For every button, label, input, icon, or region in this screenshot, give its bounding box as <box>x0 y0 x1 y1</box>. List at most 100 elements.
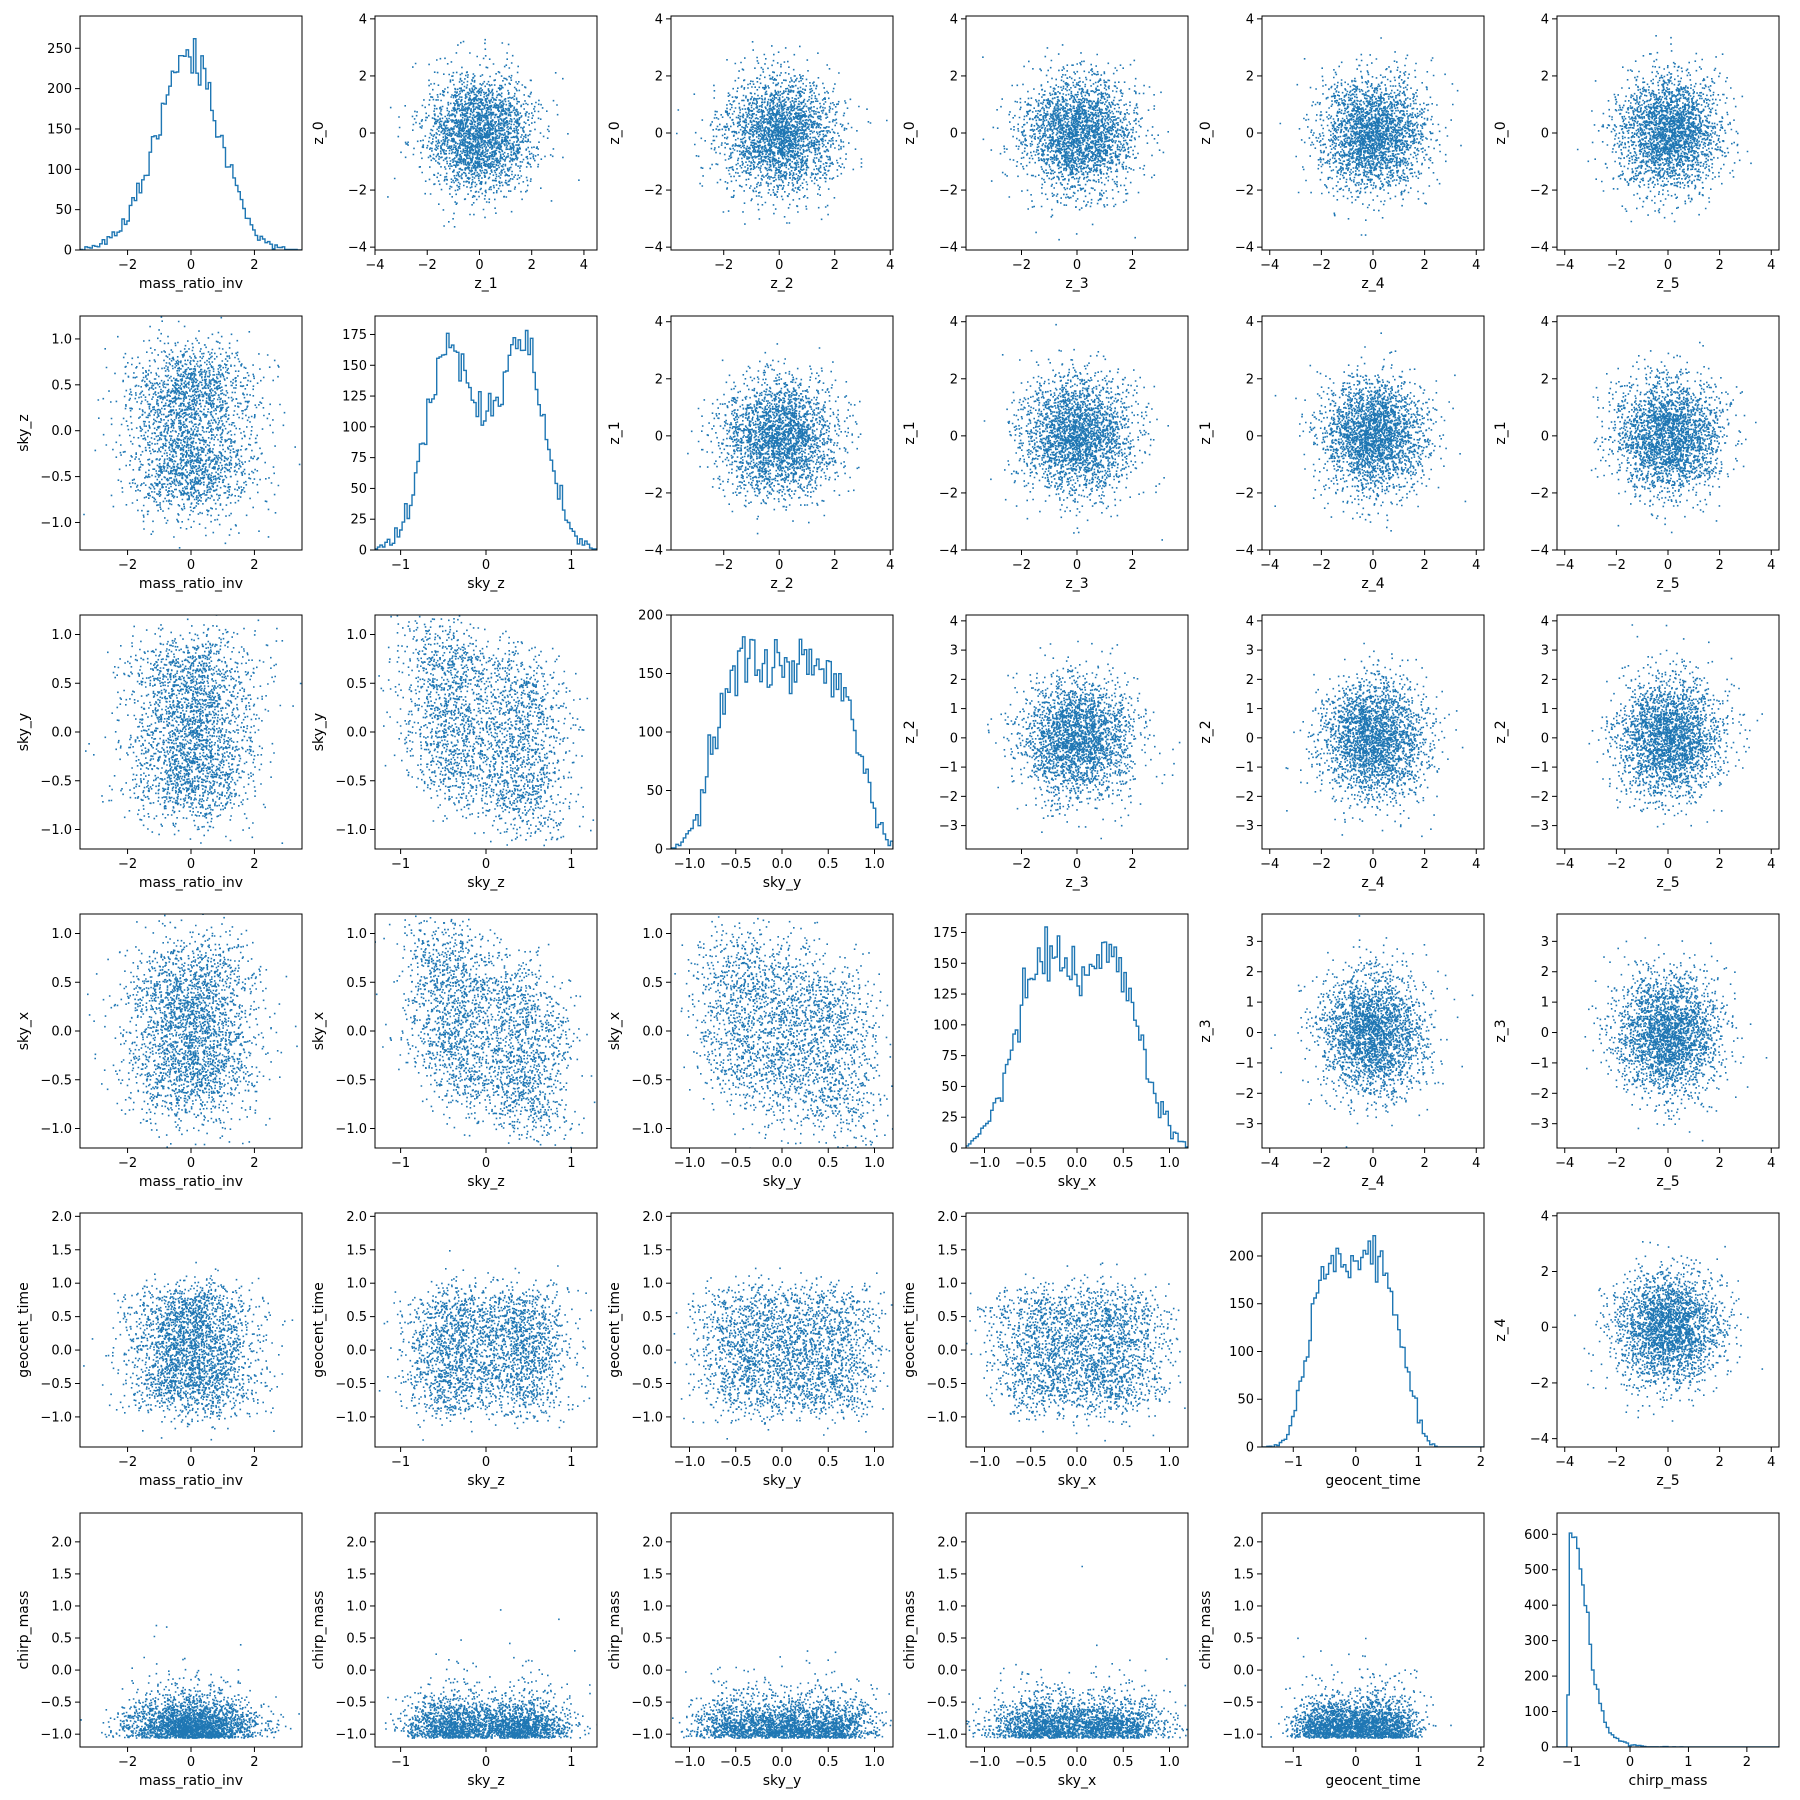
subplot-r1-c5: −4 −2 0 2 4 −4 −2 0 2 4 z_5 z_1 <box>1493 315 1780 592</box>
x-tick-label: 2 <box>250 1156 258 1171</box>
x-tick-label: 2 <box>528 258 536 273</box>
y-tick-label: −0.5 <box>631 1377 663 1392</box>
scatter-marker-set <box>83 316 301 549</box>
x-tick-label: 1.0 <box>864 857 885 872</box>
x-axis-label: sky_y <box>763 875 801 891</box>
x-tick-label: −2 <box>118 1455 137 1470</box>
y-tick-label: −0.5 <box>40 1377 72 1392</box>
y-tick-label: 1 <box>1246 702 1254 717</box>
x-tick-label: 2 <box>1715 558 1723 573</box>
subplot-r3-c2: −1.0 −0.5 0.0 0.5 1.0 −1.0 −0.5 0.0 0.5 1.0 sky_y s… <box>607 913 894 1190</box>
x-tick-label: 0 <box>1352 1755 1360 1770</box>
x-axis-label: z_4 <box>1361 875 1384 891</box>
y-tick-label: 75 <box>941 1049 958 1064</box>
x-tick-label: 4 <box>1767 857 1775 872</box>
y-tick-label: −0.5 <box>926 1696 958 1711</box>
subplot-r0-c4: −4 −2 0 2 4 −4 −2 0 2 4 z_4 z_0 <box>1198 12 1485 292</box>
scatter-marker-set <box>673 1267 893 1440</box>
y-tick-label: −0.5 <box>40 1696 72 1711</box>
y-tick-label: 1.0 <box>642 1599 663 1614</box>
x-tick-label: 2 <box>250 857 258 872</box>
y-tick-label: 0.5 <box>642 1632 663 1647</box>
y-tick-label: 1.0 <box>1233 1599 1254 1614</box>
y-tick-label: 100 <box>342 420 367 435</box>
y-tick-label: 0 <box>1541 127 1549 142</box>
y-tick-label: 0 <box>1541 429 1549 444</box>
y-axis-label: z_2 <box>1198 720 1214 743</box>
y-tick-label: 4 <box>950 315 958 330</box>
plot-area <box>87 914 298 1148</box>
x-tick-label: 2 <box>1420 258 1428 273</box>
y-tick-label: 4 <box>1246 12 1254 27</box>
y-tick-label: 25 <box>941 1111 958 1126</box>
x-tick-label: −2 <box>1607 1455 1626 1470</box>
y-tick-label: 0.5 <box>346 677 367 692</box>
x-tick-label: −4 <box>1260 1156 1279 1171</box>
y-axis-label: sky_x <box>311 1012 327 1050</box>
subplot-r2-c0: −2 0 2 −1.0 −0.5 0.0 0.5 1.0 mass_ratio_inv sky_y <box>16 614 303 891</box>
x-tick-label: −2 <box>1312 1156 1331 1171</box>
y-tick-label: 200 <box>638 609 663 624</box>
x-tick-label: 2 <box>1715 258 1723 273</box>
x-tick-label: −2 <box>1312 857 1331 872</box>
plot-area <box>1574 1241 1764 1422</box>
y-tick-label: −4 <box>1530 241 1549 256</box>
x-tick-label: 0 <box>775 258 783 273</box>
y-tick-label: 0.0 <box>51 726 72 741</box>
y-tick-label: −2 <box>644 486 663 501</box>
x-tick-label: −4 <box>1555 1455 1574 1470</box>
histogram-step-line <box>1557 1532 1779 1747</box>
plot-area <box>1270 915 1474 1148</box>
scatter-marker-set <box>80 1624 300 1739</box>
y-tick-label: 2.0 <box>1233 1535 1254 1550</box>
x-tick-label: 0.0 <box>772 1156 793 1171</box>
x-tick-label: −2 <box>118 1755 137 1770</box>
x-axis-label: z_4 <box>1361 276 1384 292</box>
axes-frame <box>1556 15 1780 251</box>
scatter-points <box>378 615 595 847</box>
y-axis-label: chirp_mass <box>311 1591 327 1670</box>
y-tick-label: 4 <box>1541 315 1549 330</box>
y-tick-label: 2 <box>1541 1265 1549 1280</box>
x-axis-label: sky_z <box>467 1773 505 1789</box>
x-axis-label: mass_ratio_inv <box>139 576 243 592</box>
y-tick-label: 4 <box>359 12 367 27</box>
y-tick-label: 1 <box>950 702 958 717</box>
scatter-marker-set <box>378 1250 592 1441</box>
x-tick-label: −4 <box>1260 857 1279 872</box>
scatter-marker-set <box>1270 915 1474 1148</box>
y-tick-label: −2 <box>1530 184 1549 199</box>
x-axis-label: z_2 <box>770 276 793 292</box>
y-tick-label: 1.0 <box>51 628 72 643</box>
y-tick-label: 1 <box>1541 996 1549 1011</box>
y-tick-label: 0 <box>655 843 663 858</box>
x-tick-label: 2 <box>1420 1156 1428 1171</box>
plot-area <box>982 44 1169 241</box>
y-tick-label: 2 <box>1541 965 1549 980</box>
x-axis-label: z_4 <box>1361 576 1384 592</box>
subplot-r5-c3: −1.0 −0.5 0.0 0.5 1.0 −1.0 −0.5 0.0 0.5 1.0 1.5 2.0… <box>902 1512 1189 1789</box>
y-tick-label: 2 <box>655 372 663 387</box>
y-tick-label: 4 <box>1541 12 1549 27</box>
y-tick-label: 100 <box>1229 1345 1254 1360</box>
y-tick-label: 2 <box>1541 372 1549 387</box>
x-tick-label: −2 <box>1607 258 1626 273</box>
x-axis-label: sky_z <box>467 1174 505 1190</box>
x-tick-label: 2 <box>1128 857 1136 872</box>
x-tick-label: 2 <box>1743 1755 1751 1770</box>
plot-area <box>1557 1532 1779 1747</box>
y-tick-label: −0.5 <box>335 1696 367 1711</box>
x-tick-label: 1 <box>567 857 575 872</box>
y-axis-label: z_1 <box>1198 421 1214 444</box>
y-tick-label: 0 <box>950 127 958 142</box>
x-tick-label: −1 <box>1562 1755 1581 1770</box>
x-tick-label: 1.0 <box>1159 1455 1180 1470</box>
y-tick-label: −1.0 <box>335 1122 367 1137</box>
x-tick-label: −1.0 <box>674 1156 706 1171</box>
x-tick-label: 2 <box>1715 857 1723 872</box>
x-tick-label: −1.0 <box>969 1755 1001 1770</box>
scatter-points <box>673 1267 893 1440</box>
y-tick-label: 2.0 <box>346 1210 367 1225</box>
scatter-points <box>85 615 302 844</box>
x-tick-label: 0 <box>1664 1156 1672 1171</box>
